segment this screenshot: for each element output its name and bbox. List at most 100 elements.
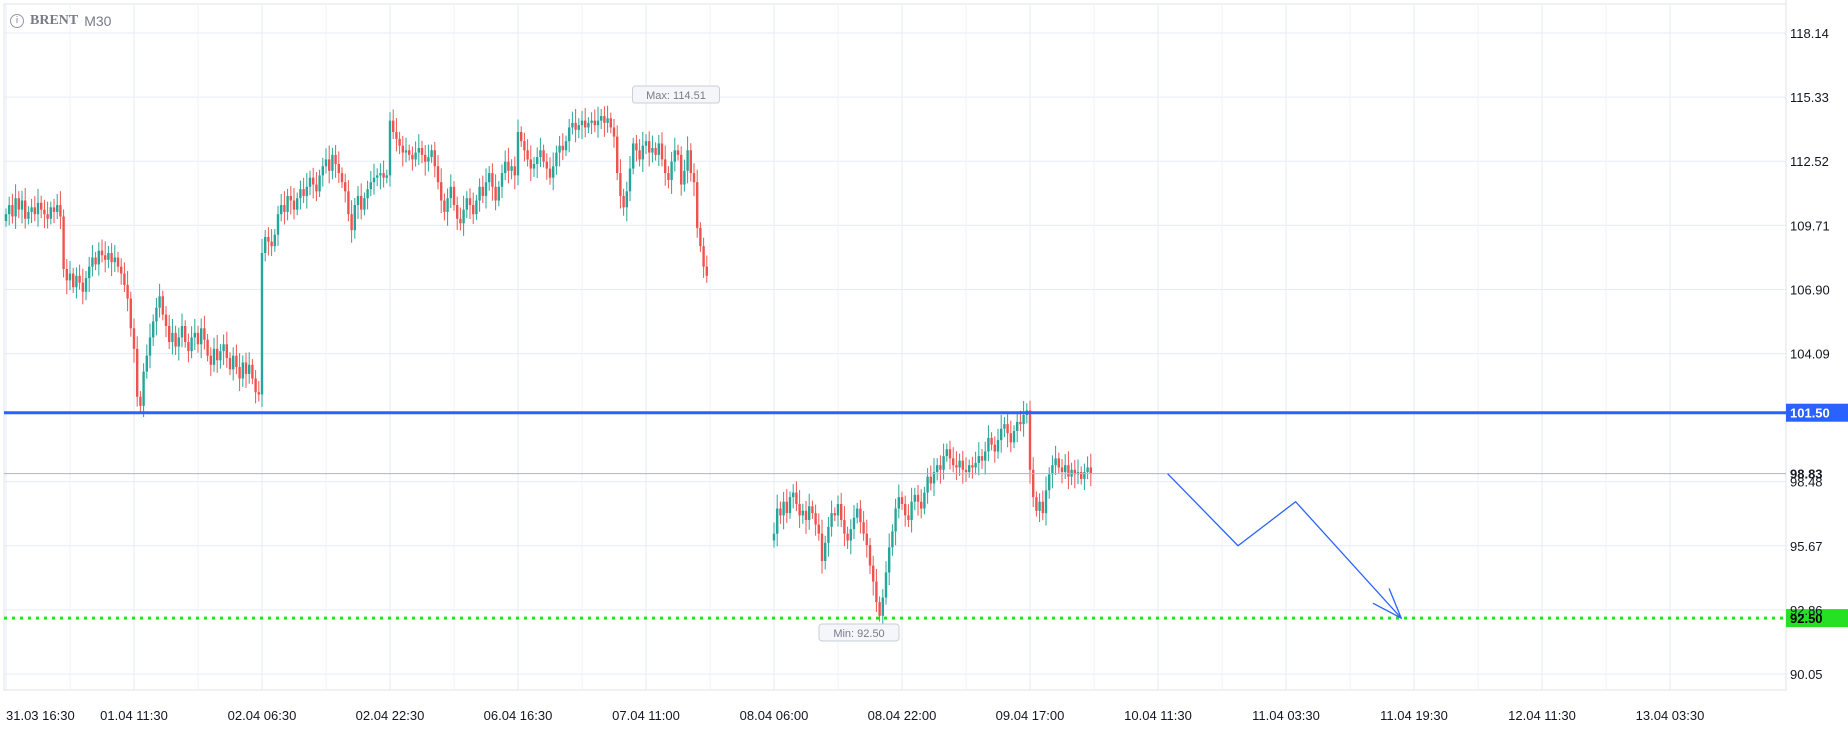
candle-body [142,371,145,406]
candle-body [299,189,302,199]
candle-body [1019,421,1022,425]
candle-body [772,533,776,541]
candle-body [702,246,705,267]
y-tick-label: 118.14 [1790,26,1829,41]
candle-body [820,533,824,562]
candle-body [379,173,382,176]
candle-body [177,337,180,347]
candle-body [961,460,964,470]
candle-body [180,326,184,338]
candle-body [945,449,948,457]
candle-body [132,328,136,349]
candle-body [897,497,900,509]
candle-body [843,519,846,534]
candle-body [68,273,72,281]
current-price-tag [1787,464,1847,483]
candle-body [446,198,449,212]
candle-body [564,141,568,151]
candle-body [904,503,907,516]
candle-body [312,177,315,185]
candle-body [408,150,411,155]
candle-body [571,122,574,128]
max-label: Max: 114.51 [646,90,706,102]
candle-body [97,250,100,265]
candle-body [145,355,148,372]
candle-body [638,150,641,160]
candle-body [660,143,664,160]
candle-body [603,116,606,123]
candle-body [836,503,840,516]
x-tick-label: 11.04 03:30 [1252,708,1320,723]
candle-body [411,154,414,160]
candle-body [804,510,808,520]
candle-body [558,145,561,153]
candle-body [91,257,94,267]
candle-body [1044,490,1048,514]
candle-body [817,524,820,534]
candle-body [264,237,267,253]
candle-body [1009,433,1012,443]
candle-body [984,451,987,461]
candle-body [814,513,817,525]
candle-body [862,522,865,534]
candle-body [472,205,475,215]
candle-body [648,141,651,153]
candle-body [497,186,500,201]
x-tick-label: 12.04 11:30 [1508,708,1576,723]
candle-body [686,150,689,171]
candle-body [305,186,308,196]
candle-body [420,148,424,155]
candle-body [952,458,955,466]
candle-body [404,150,408,153]
candle-body [424,154,427,162]
candle-body [1054,458,1057,466]
candle-body [635,143,638,151]
candle-body [1022,414,1025,425]
candle-body [302,189,305,196]
candle-body [584,120,587,128]
x-tick-label: 02.04 22:30 [356,708,425,723]
candle-body [705,266,708,276]
candle-body [468,198,472,206]
candle-body [491,173,494,187]
candle-body [852,517,856,530]
candle-body [964,469,968,473]
min-label: Min: 92.50 [833,628,884,640]
candle-body [788,497,792,514]
candle-body [49,207,52,219]
y-tick-label: 109.71 [1790,218,1830,233]
candle-body [196,332,200,345]
forecast-arrow-line[interactable] [1167,473,1402,619]
candle-body [216,348,219,361]
candle-body [782,501,785,516]
candle-body [46,214,49,219]
candle-body [24,200,27,219]
candle-body [248,364,251,374]
candle-body [993,444,996,452]
timeframe-label[interactable]: M30 [84,13,112,29]
candle-body [1012,430,1016,443]
x-tick-label: 31.03 16:30 [6,708,75,723]
candle-body [680,154,683,185]
candle-body [363,198,366,210]
candle-body [36,202,40,215]
candle-body [1089,467,1092,474]
y-tick-label: 115.33 [1790,90,1829,105]
candle-body [328,159,331,171]
candle-body [116,257,120,267]
candle-body [385,175,388,178]
candle-body [856,508,859,518]
candle-body [657,143,660,155]
candle-body [488,173,491,183]
x-tick-label: 13.04 03:30 [1636,708,1705,723]
candle-body [212,348,216,365]
candle-body [100,250,104,256]
candle-body [334,154,337,164]
candle-body [52,207,56,212]
info-icon[interactable]: i [10,14,24,28]
candle-body [683,170,686,185]
candle-body [72,273,75,288]
candle-body [462,209,465,224]
x-tick-label: 01.04 11:30 [100,708,168,723]
